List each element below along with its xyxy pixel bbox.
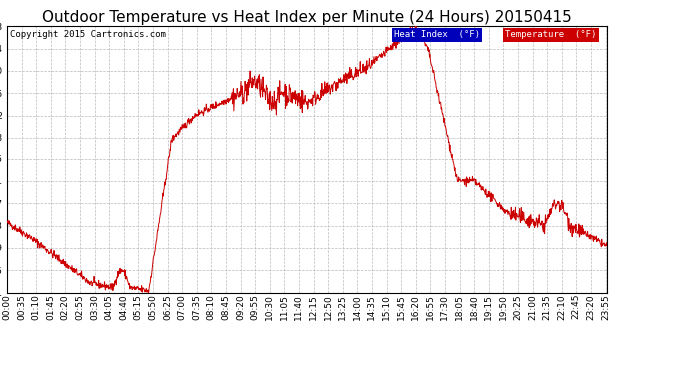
Text: Temperature  (°F): Temperature (°F) [505, 30, 597, 39]
Title: Outdoor Temperature vs Heat Index per Minute (24 Hours) 20150415: Outdoor Temperature vs Heat Index per Mi… [42, 10, 572, 25]
Text: Heat Index  (°F): Heat Index (°F) [394, 30, 480, 39]
Text: Copyright 2015 Cartronics.com: Copyright 2015 Cartronics.com [10, 30, 166, 39]
